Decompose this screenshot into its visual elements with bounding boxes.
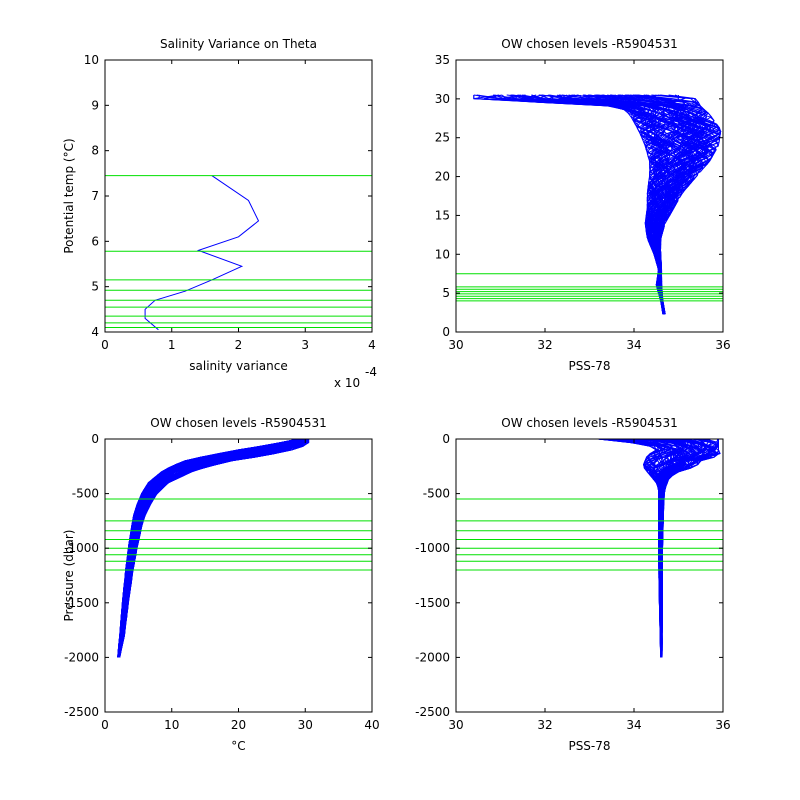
x-tick-label: 3	[301, 338, 309, 352]
y-tick-label: -1000	[64, 541, 99, 555]
y-tick-label: 0	[442, 325, 450, 339]
x-axis-label: °C	[231, 739, 245, 753]
x-tick-label: 2	[235, 338, 243, 352]
y-tick-label: 7	[91, 189, 99, 203]
x-axis-label: salinity variance	[189, 359, 288, 373]
x-tick-label: 30	[448, 718, 463, 732]
x-tick-label: 40	[364, 718, 379, 732]
chart-title: OW chosen levels -R5904531	[501, 37, 677, 51]
y-tick-label: 10	[84, 53, 99, 67]
subplot-p4: 30 32 34 36 0 -500 -1000 -1500 -2000 -2500 OW chos…	[415, 416, 731, 753]
plot-area	[105, 439, 372, 712]
y-tick-label: -500	[423, 487, 450, 501]
x-tick-label: 0	[101, 718, 109, 732]
x-axis-label: PSS-78	[568, 359, 610, 373]
x-tick-label: 10	[164, 718, 179, 732]
x-multiplier-label: x 10	[334, 376, 360, 390]
y-tick-label: -2500	[415, 705, 450, 719]
y-tick-label: -1000	[415, 541, 450, 555]
y-tick-label: 20	[435, 170, 450, 184]
x-axis-label: PSS-78	[568, 739, 610, 753]
y-tick-label: 0	[91, 432, 99, 446]
y-tick-label: 0	[442, 432, 450, 446]
plot-content	[105, 175, 372, 331]
x-tick-label: 4	[368, 338, 376, 352]
y-tick-label: -2000	[415, 650, 450, 664]
subplot-p1: 0 1 2 3 4 4 5 6 7 8 9 10 Salinity Variance on Theta s…	[62, 37, 377, 390]
y-tick-label: 4	[91, 325, 99, 339]
x-tick-label: 0	[101, 338, 109, 352]
y-tick-label: 15	[435, 208, 450, 222]
profile-line	[640, 94, 715, 315]
y-tick-label: 5	[91, 280, 99, 294]
y-axis-label: Pressure (dbar)	[62, 530, 76, 622]
y-tick-label: -2000	[64, 650, 99, 664]
x-tick-label: 1	[168, 338, 176, 352]
x-tick-label: 36	[715, 718, 730, 732]
axes-frame	[455, 59, 724, 333]
x-tick-label: 32	[537, 718, 552, 732]
plot-area	[105, 60, 372, 332]
y-tick-label: 30	[435, 92, 450, 106]
plot-content	[456, 94, 723, 315]
x-multiplier-exponent: -4	[365, 365, 377, 379]
x-tick-label: 30	[448, 338, 463, 352]
subplot-p3: 0 10 20 30 40 0 -500 -1000 -1500 -2000 -2500 OW cho…	[62, 416, 380, 753]
x-tick-label: 34	[626, 338, 641, 352]
axes-frame	[455, 438, 724, 713]
chart-title: OW chosen levels -R5904531	[150, 416, 326, 430]
plot-content	[456, 439, 723, 658]
y-tick-label: 6	[91, 234, 99, 248]
plot-content	[105, 439, 372, 658]
y-tick-label: 5	[442, 286, 450, 300]
chart-title: Salinity Variance on Theta	[160, 37, 317, 51]
profile-line	[579, 94, 699, 315]
x-tick-label: 20	[231, 718, 246, 732]
x-tick-label: 32	[537, 338, 552, 352]
y-tick-label: 8	[91, 144, 99, 158]
y-tick-label: 10	[435, 247, 450, 261]
y-tick-label: 25	[435, 131, 450, 145]
y-tick-label: 9	[91, 98, 99, 112]
x-tick-label: 30	[298, 718, 313, 732]
y-tick-label: -500	[72, 487, 99, 501]
y-axis-label: Potential temp (°C)	[62, 138, 76, 253]
profile-line	[501, 94, 670, 315]
variance-line	[144, 175, 260, 331]
plot-area	[456, 439, 723, 712]
subplot-p2: 30 32 34 36 0 5 10 15 20 25 30 35 OW chosen levels -…	[435, 37, 731, 373]
x-tick-label: 34	[626, 718, 641, 732]
chart-title: OW chosen levels -R5904531	[501, 416, 677, 430]
y-tick-label: -1500	[64, 596, 99, 610]
y-tick-label: -1500	[415, 596, 450, 610]
x-tick-label: 36	[715, 338, 730, 352]
y-tick-label: 35	[435, 53, 450, 67]
y-tick-label: -2500	[64, 705, 99, 719]
